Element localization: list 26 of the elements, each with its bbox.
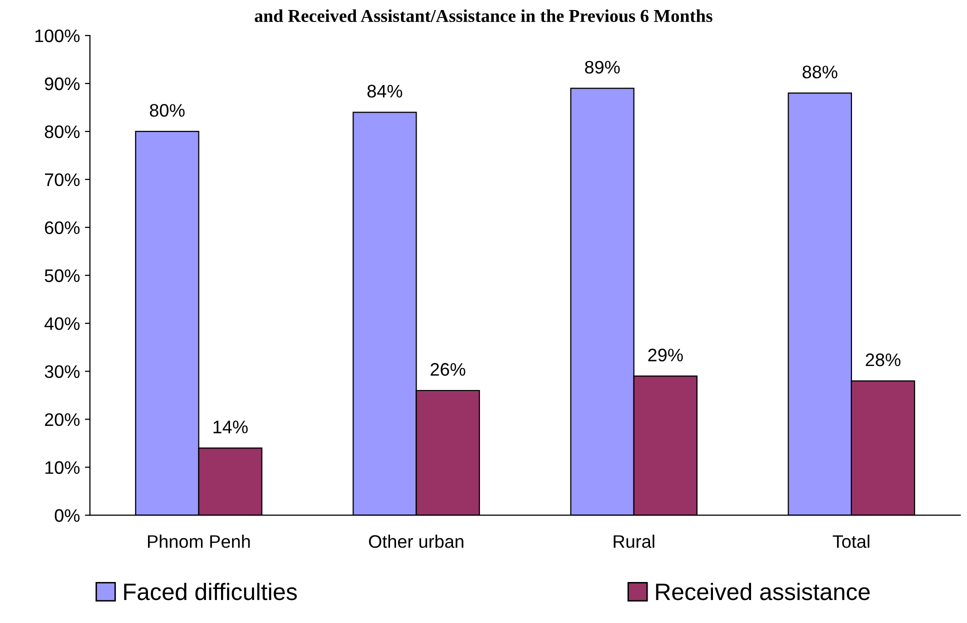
y-tick-label: 40% <box>44 317 80 330</box>
data-label: 88% <box>802 66 838 78</box>
y-tick-label: 70% <box>45 173 80 186</box>
data-label: 89% <box>585 60 620 74</box>
y-tick-label: 50% <box>44 269 80 282</box>
y-tick-label: 80% <box>44 125 80 138</box>
y-tick-label: 30% <box>44 365 80 378</box>
y-tick-label: 90% <box>44 77 80 90</box>
y-tick-label: 100% <box>35 29 80 42</box>
y-tick-label: 60% <box>44 221 80 234</box>
data-label: 26% <box>430 363 466 376</box>
y-tick-label: 20% <box>44 413 80 426</box>
data-label: 84% <box>367 84 402 98</box>
x-tick-label: Other urban <box>368 534 464 548</box>
x-tick-label: Total <box>832 534 870 548</box>
legend-label: Faced difficulties <box>124 582 297 600</box>
y-tick-label: 10% <box>45 461 80 474</box>
legend-label: Received assistance <box>656 582 870 600</box>
data-label: 28% <box>866 353 900 366</box>
data-label: 29% <box>648 348 683 362</box>
x-tick-label: Rural <box>614 534 654 548</box>
y-tick-label: 0% <box>54 509 80 522</box>
data-label: 80% <box>150 104 185 117</box>
data-label: 14% <box>214 420 248 434</box>
x-tick-label: Phnom Penh <box>148 534 250 548</box>
chart-title: and Received Assistant/Assistance in the Previous 6 Months <box>254 9 712 22</box>
